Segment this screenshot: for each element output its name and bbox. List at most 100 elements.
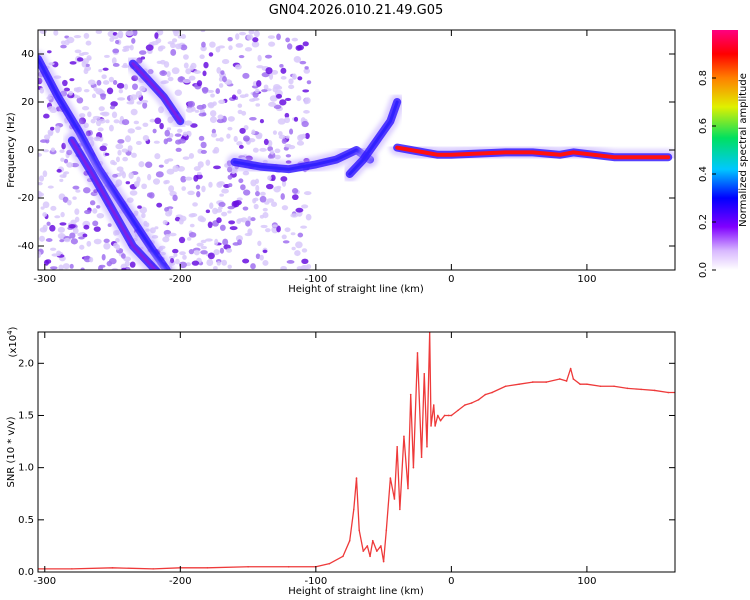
noise-speck	[117, 149, 122, 156]
noise-speck	[251, 97, 260, 101]
y-tick-label: 40	[21, 49, 34, 60]
noise-speck	[156, 202, 163, 208]
noise-speck	[74, 208, 80, 215]
noise-speck	[284, 112, 290, 119]
noise-speck	[57, 226, 66, 233]
noise-speck	[122, 156, 128, 162]
noise-speck	[250, 263, 256, 270]
noise-speck	[295, 45, 302, 51]
noise-speck	[152, 178, 161, 185]
y-tick-label: 0	[28, 145, 34, 156]
noise-speck	[154, 226, 159, 230]
noise-speck	[38, 235, 45, 242]
noise-speck	[87, 79, 96, 86]
noise-speck	[164, 234, 171, 238]
noise-speck	[179, 76, 184, 81]
noise-speck	[195, 184, 201, 190]
noise-speck	[246, 34, 254, 41]
noise-speck	[129, 261, 136, 268]
noise-speck	[93, 226, 101, 232]
x-tick-label: -300	[33, 274, 56, 285]
noise-speck	[296, 140, 305, 146]
noise-speck	[274, 148, 281, 154]
noise-speck	[48, 131, 54, 137]
noise-speck	[207, 89, 215, 93]
noise-speck	[153, 140, 160, 144]
noise-speck	[181, 186, 186, 191]
noise-speck	[62, 79, 68, 87]
noise-speck	[121, 119, 130, 126]
noise-speck	[82, 233, 88, 238]
noise-speck	[180, 33, 187, 39]
noise-speck	[158, 164, 164, 168]
noise-speck	[59, 239, 65, 243]
noise-speck	[288, 84, 295, 90]
noise-speck	[227, 205, 235, 210]
spectral-track	[341, 94, 406, 182]
noise-speck	[45, 259, 52, 264]
noise-speck	[145, 222, 150, 228]
noise-speck	[54, 215, 61, 219]
snr-point	[484, 393, 487, 396]
snr-x-label: Height of straight line (km)	[288, 586, 424, 597]
noise-speck	[195, 174, 203, 180]
noise-speck	[121, 148, 129, 153]
noise-speck	[86, 57, 92, 61]
noise-speck	[291, 188, 299, 194]
noise-speck	[56, 250, 62, 257]
noise-speck	[227, 174, 233, 180]
noise-speck	[237, 239, 242, 246]
noise-speck	[92, 208, 98, 214]
noise-speck	[251, 129, 256, 135]
spectral-track	[226, 142, 379, 178]
noise-speck	[83, 32, 90, 39]
noise-speck	[303, 97, 309, 105]
noise-speck	[50, 266, 58, 270]
snr-point	[432, 404, 435, 406]
noise-speck	[104, 152, 110, 156]
noise-speck	[117, 97, 126, 101]
noise-speck	[110, 101, 118, 107]
noise-speck	[284, 97, 292, 101]
noise-speck	[75, 87, 80, 93]
noise-speck	[112, 36, 119, 40]
noise-speck	[62, 196, 69, 203]
noise-speck	[59, 149, 65, 154]
noise-speck	[211, 128, 216, 134]
noise-speck	[212, 149, 217, 154]
noise-speck	[112, 48, 120, 54]
noise-speck	[265, 67, 273, 75]
noise-speck	[275, 93, 283, 99]
noise-speck	[129, 94, 138, 101]
noise-speck	[242, 206, 249, 211]
noise-speck	[75, 95, 81, 99]
noise-speck	[131, 152, 137, 158]
noise-speck	[137, 205, 142, 209]
noise-speck	[135, 90, 143, 98]
noise-speck	[59, 222, 67, 226]
noise-speck	[124, 135, 132, 143]
noise-speck	[259, 214, 265, 219]
noise-speck	[168, 255, 175, 260]
noise-speck	[253, 30, 260, 38]
noise-speck	[38, 251, 42, 258]
noise-speck	[280, 76, 287, 80]
noise-speck	[70, 219, 77, 225]
noise-speck	[50, 147, 56, 152]
noise-speck	[291, 73, 297, 80]
noise-speck	[62, 263, 70, 270]
noise-speck	[238, 31, 247, 36]
noise-speck	[237, 103, 243, 108]
snr-point	[362, 550, 365, 552]
snr-point	[287, 565, 290, 568]
noise-speck	[205, 209, 211, 214]
noise-speck	[112, 161, 118, 166]
noise-speck	[236, 141, 243, 146]
noise-speck	[216, 217, 222, 224]
noise-speck	[238, 55, 245, 59]
noise-speck	[185, 262, 192, 267]
noise-speck	[251, 41, 260, 48]
noise-speck	[213, 266, 218, 270]
